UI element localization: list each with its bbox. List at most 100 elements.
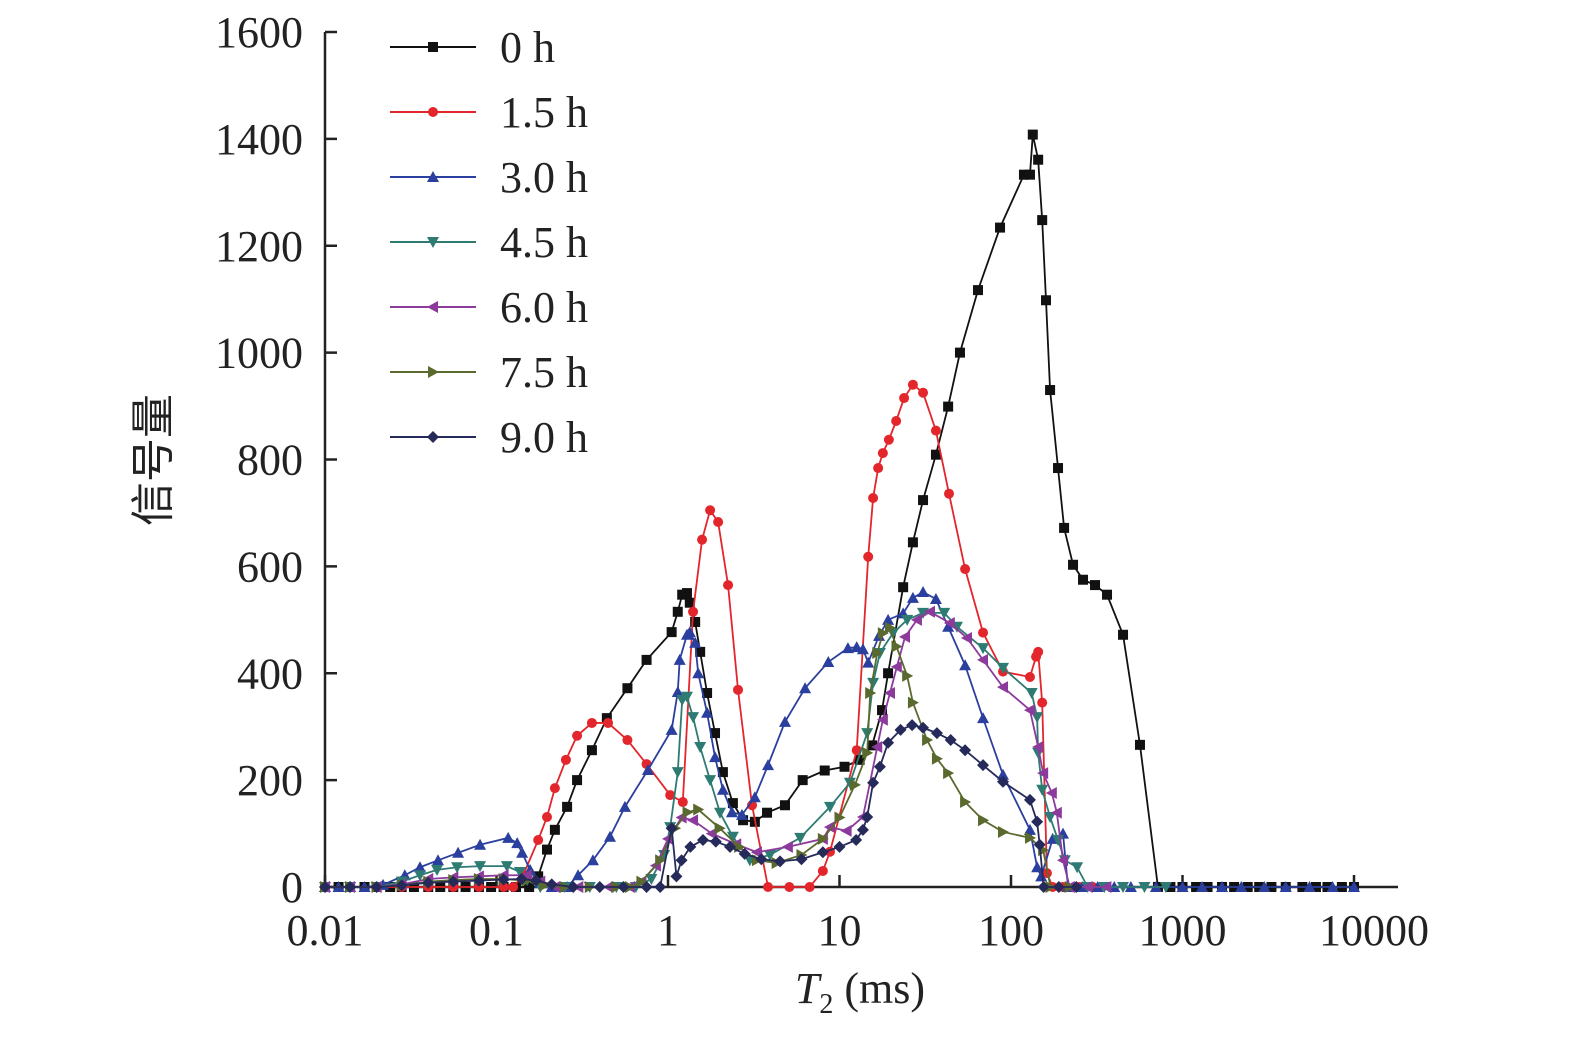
y-tick-label: 800 bbox=[237, 436, 303, 485]
data-point-triangle-down bbox=[680, 691, 693, 703]
data-point-triangle-up bbox=[762, 759, 775, 771]
data-point-square bbox=[1027, 129, 1038, 140]
data-point-triangle-right bbox=[997, 825, 1009, 838]
data-point-triangle-up bbox=[1196, 881, 1209, 892]
legend-label: 9.0 h bbox=[500, 413, 588, 462]
data-point-diamond bbox=[977, 759, 990, 772]
data-point-circle bbox=[868, 492, 879, 503]
data-point-triangle-down bbox=[938, 607, 951, 619]
data-point-square bbox=[717, 767, 728, 778]
data-point-triangle-right bbox=[877, 627, 889, 640]
data-point-triangle-up bbox=[692, 667, 705, 679]
data-point-triangle-down bbox=[704, 775, 717, 787]
data-point-circle bbox=[1037, 697, 1048, 708]
data-point-diamond bbox=[593, 881, 606, 893]
data-point-triangle-right bbox=[907, 696, 919, 709]
data-point-diamond bbox=[447, 875, 460, 888]
data-point-diamond bbox=[530, 874, 543, 887]
data-point-square bbox=[586, 745, 597, 756]
data-point-triangle-up bbox=[735, 808, 748, 820]
data-point-triangle-left bbox=[1023, 704, 1035, 717]
data-point-circle bbox=[747, 800, 758, 811]
data-point-square bbox=[907, 537, 918, 548]
data-point-triangle-left bbox=[1037, 767, 1049, 780]
data-point-square bbox=[702, 688, 713, 699]
data-point-square bbox=[1090, 580, 1101, 591]
data-point-triangle-down bbox=[823, 801, 836, 813]
data-point-triangle-up bbox=[689, 636, 702, 648]
data-point-diamond bbox=[867, 776, 880, 789]
data-point-square bbox=[562, 801, 573, 812]
data-point-triangle-left bbox=[977, 653, 989, 666]
data-point-triangle-down bbox=[996, 662, 1009, 674]
data-point-triangle-up bbox=[929, 592, 942, 604]
data-point-triangle-down bbox=[1117, 882, 1130, 893]
x-axis-title-main: T bbox=[795, 964, 823, 1013]
data-point-square bbox=[797, 775, 808, 786]
data-point-triangle-left bbox=[876, 713, 888, 726]
data-point-square bbox=[995, 222, 1006, 233]
data-point-square bbox=[1041, 295, 1052, 306]
data-point-circle bbox=[677, 797, 688, 808]
data-point-triangle-left bbox=[1081, 881, 1093, 893]
x-axis-title-rest: (ms) bbox=[833, 964, 925, 1013]
data-point-diamond bbox=[697, 833, 710, 846]
data-point-triangle-down bbox=[843, 777, 856, 789]
data-point-square bbox=[524, 882, 535, 892]
data-point-square bbox=[1018, 169, 1029, 180]
data-point-triangle-left bbox=[1050, 806, 1062, 819]
data-point-triangle-up bbox=[1303, 881, 1316, 892]
legend-item-3-0-h: 3.0 h bbox=[390, 153, 588, 202]
series-layer bbox=[319, 129, 1360, 893]
legend-marker-triangle-up bbox=[427, 171, 439, 182]
data-point-triangle-left bbox=[1032, 740, 1044, 753]
data-point-triangle-up bbox=[413, 861, 426, 873]
legend-label: 3.0 h bbox=[500, 153, 588, 202]
x-tick-label: 10000 bbox=[1319, 906, 1429, 955]
legend-item-9-0-h: 9.0 h bbox=[390, 413, 588, 462]
data-point-triangle-left bbox=[890, 660, 902, 673]
data-point-diamond bbox=[515, 872, 528, 885]
series-line bbox=[325, 134, 1354, 888]
data-point-circle bbox=[930, 425, 941, 436]
data-point-circle bbox=[733, 684, 744, 695]
data-point-triangle-left bbox=[1100, 881, 1112, 893]
data-point-diamond bbox=[850, 833, 863, 846]
data-point-triangle-up bbox=[822, 656, 835, 668]
data-point-triangle-up bbox=[977, 712, 990, 724]
data-point-triangle-down bbox=[671, 767, 684, 779]
x-tick-label: 0.01 bbox=[287, 906, 364, 955]
data-point-diamond bbox=[755, 853, 768, 866]
data-point-triangle-down bbox=[713, 807, 726, 819]
data-point-triangle-left bbox=[687, 814, 699, 827]
data-point-diamond bbox=[675, 854, 688, 867]
y-tick-label: 1400 bbox=[215, 115, 303, 164]
data-point-diamond bbox=[395, 879, 408, 892]
data-point-triangle-up bbox=[862, 656, 875, 668]
data-point-square bbox=[1045, 385, 1056, 396]
data-point-triangle-right bbox=[902, 669, 914, 682]
legend-marker-square bbox=[428, 42, 438, 52]
data-point-triangle-up bbox=[959, 659, 972, 671]
data-point-diamond bbox=[422, 876, 435, 889]
legend-marker-diamond bbox=[427, 431, 439, 443]
y-tick-label: 1200 bbox=[215, 222, 303, 271]
x-axis-title: T2 (ms) bbox=[795, 964, 925, 1020]
data-point-square bbox=[1024, 169, 1035, 180]
data-point-triangle-up bbox=[725, 806, 738, 818]
data-point-triangle-down bbox=[645, 873, 658, 885]
data-point-triangle-up bbox=[618, 800, 631, 812]
data-point-triangle-left bbox=[996, 681, 1008, 694]
y-tick-label: 0 bbox=[281, 863, 303, 912]
data-point-triangle-left bbox=[923, 605, 935, 618]
series-6-0-h bbox=[319, 605, 1112, 893]
series-9-0-h bbox=[319, 719, 1083, 893]
data-point-triangle-right bbox=[922, 734, 934, 747]
data-point-triangle-up bbox=[683, 626, 696, 638]
data-point-circle bbox=[697, 534, 708, 545]
legend-label: 4.5 h bbox=[500, 218, 588, 267]
data-point-square bbox=[1059, 522, 1070, 533]
data-point-triangle-up bbox=[1176, 881, 1189, 892]
data-point-circle bbox=[713, 517, 724, 528]
data-point-triangle-right bbox=[865, 687, 877, 700]
